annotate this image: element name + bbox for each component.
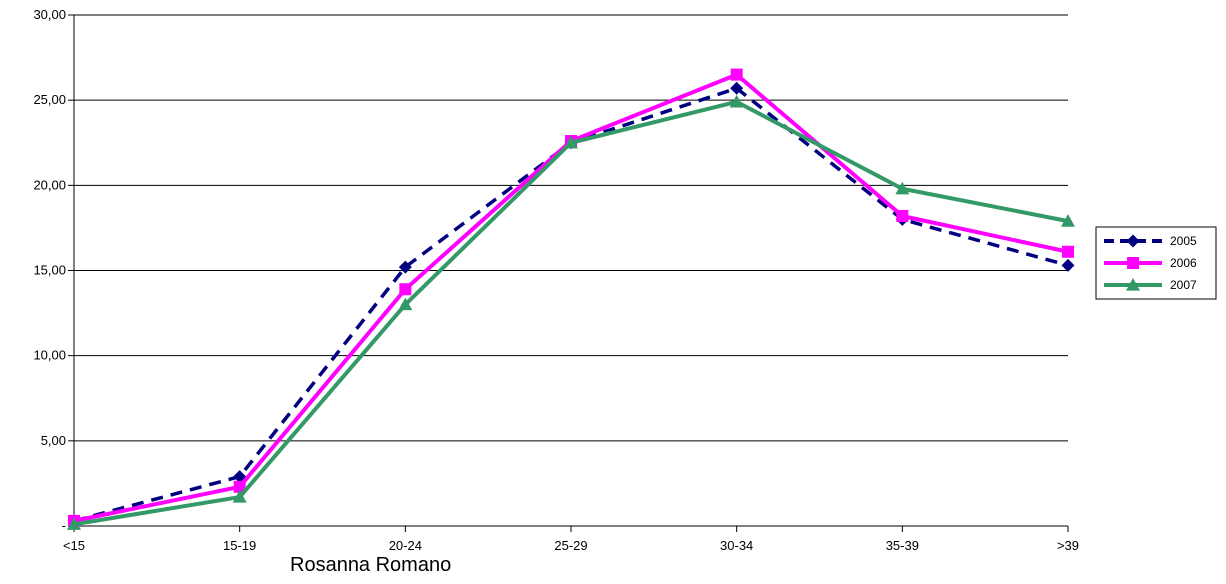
legend-label: 2006 bbox=[1170, 256, 1197, 270]
legend-entry: 2007 bbox=[1104, 278, 1197, 292]
data-point bbox=[1061, 258, 1075, 272]
data-point bbox=[729, 94, 744, 108]
legend-label: 2005 bbox=[1170, 234, 1197, 248]
legend-swatch-marker bbox=[1126, 278, 1140, 291]
y-tick-label: 15,00 bbox=[33, 263, 66, 278]
y-tick-label: 20,00 bbox=[33, 177, 66, 192]
x-tick-label: 30-34 bbox=[720, 538, 753, 553]
data-point bbox=[232, 490, 247, 503]
data-point bbox=[1062, 245, 1074, 258]
series-line bbox=[73, 99, 1069, 527]
data-point bbox=[564, 135, 578, 149]
y-tick-label: 25,00 bbox=[33, 92, 66, 107]
y-tick-label: - bbox=[62, 518, 66, 533]
data-point bbox=[398, 297, 413, 311]
x-tick-label: <15 bbox=[63, 538, 85, 553]
legend-swatch-marker bbox=[1127, 257, 1139, 269]
legend-entry: 2005 bbox=[1104, 234, 1197, 248]
x-tick-label: 35-39 bbox=[886, 538, 919, 553]
data-point bbox=[67, 517, 81, 530]
data-point bbox=[896, 209, 909, 222]
data-point bbox=[730, 81, 744, 95]
legend-label: 2007 bbox=[1170, 278, 1197, 292]
grid-lines bbox=[74, 14, 1068, 442]
x-tick-labels: <15 15-19 20-24 25-29 30-34 35-39 >39 bbox=[63, 538, 1079, 553]
x-tick-label: 15-19 bbox=[223, 538, 256, 553]
y-tick-label: 5,00 bbox=[41, 433, 66, 448]
data-series bbox=[67, 68, 1075, 530]
x-tick-label: 25-29 bbox=[554, 538, 587, 553]
data-point bbox=[730, 68, 743, 81]
legend-entry: 2006 bbox=[1104, 256, 1197, 270]
y-tick-label: 10,00 bbox=[33, 348, 66, 363]
series-2005 bbox=[67, 81, 1075, 528]
caption-author: Rosanna Romano bbox=[290, 554, 452, 576]
data-point bbox=[1061, 214, 1075, 227]
y-tick-label: 30,00 bbox=[33, 7, 66, 22]
legend: 2005 2006 2007 bbox=[1095, 226, 1217, 300]
legend-swatch-marker bbox=[1126, 234, 1140, 248]
data-point bbox=[399, 283, 412, 296]
axes bbox=[68, 14, 1069, 532]
data-point bbox=[895, 181, 910, 195]
x-tick-label: >39 bbox=[1057, 538, 1079, 553]
series-2007 bbox=[67, 94, 1075, 530]
x-tick-label: 20-24 bbox=[389, 538, 422, 553]
y-tick-labels: - 5,00 10,00 15,00 20,00 25,00 30,00 bbox=[33, 7, 66, 533]
series-line bbox=[73, 86, 1069, 523]
data-point bbox=[233, 480, 246, 493]
data-point bbox=[398, 260, 412, 274]
